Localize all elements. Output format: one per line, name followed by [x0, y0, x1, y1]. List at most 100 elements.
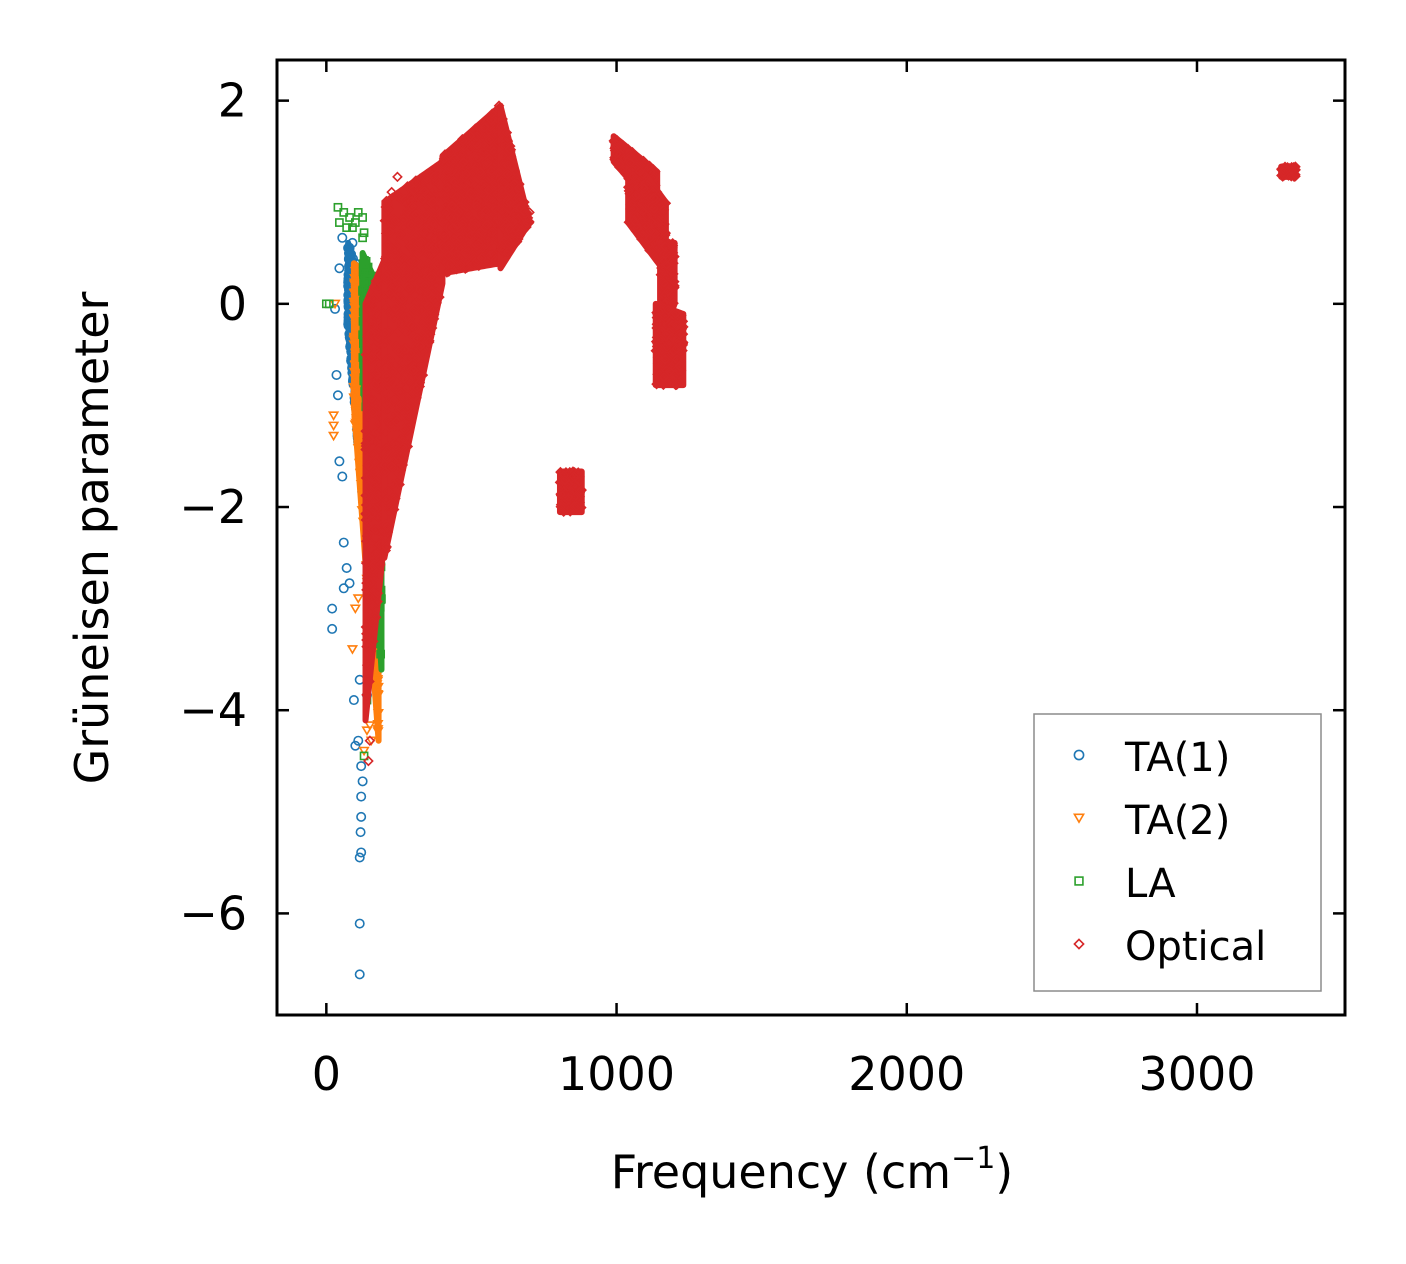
data-point: [652, 351, 664, 363]
data-point: [331, 369, 342, 380]
data-point: [399, 311, 411, 323]
data-point: [368, 449, 380, 460]
data-point: [344, 248, 355, 259]
data-point: [651, 378, 662, 390]
data-point: [483, 184, 494, 196]
data-point: [631, 211, 643, 223]
data-point: [573, 475, 585, 487]
data-point: [382, 406, 394, 417]
data-point: [623, 154, 635, 166]
data-point: [367, 636, 379, 647]
data-point: [470, 218, 482, 230]
data-point: [448, 230, 460, 242]
data-point: [414, 275, 425, 287]
data-point: [649, 217, 661, 229]
data-point: [443, 265, 455, 277]
data-point: [502, 246, 514, 258]
data-point: [644, 192, 656, 204]
legend-label: Optical: [1125, 924, 1266, 970]
data-point: [397, 293, 408, 305]
data-point: [382, 526, 394, 538]
data-point: [473, 238, 485, 249]
data-point: [386, 186, 397, 198]
data-point: [405, 255, 416, 267]
data-point: [627, 206, 638, 217]
data-point: [410, 177, 422, 189]
data-point: [430, 186, 442, 198]
data-point: [467, 222, 479, 234]
axis-ticks: 0 1000 2000 3000 2 0 −2 −4 −6: [179, 60, 1345, 1101]
data-point: [381, 195, 392, 207]
data-point: [350, 404, 362, 415]
legend-label: TA(2): [1124, 798, 1230, 844]
data-point: [644, 245, 655, 256]
data-point: [387, 366, 399, 377]
data-point: [404, 236, 415, 248]
legend-entry-ta-1: TA(1): [1073, 735, 1230, 781]
data-point: [391, 466, 403, 477]
data-point: [437, 237, 449, 249]
data-point: [360, 261, 370, 271]
legend-entry-ta-2: TA(2): [1073, 798, 1230, 844]
data-point: [639, 220, 651, 232]
data-point: [428, 293, 440, 305]
data-point: [441, 182, 453, 194]
data-point: [406, 320, 418, 332]
data-point: [478, 140, 490, 152]
data-point: [356, 791, 367, 802]
data-point: [365, 471, 376, 482]
data-point: [358, 746, 370, 757]
data-point: [372, 587, 384, 599]
data-point: [366, 392, 377, 404]
data-point: [360, 490, 372, 501]
data-point: [667, 237, 678, 249]
data-point: [390, 440, 402, 452]
data-point: [363, 755, 374, 767]
data-point: [666, 256, 678, 268]
data-point: [498, 236, 510, 248]
data-point: [475, 202, 487, 214]
data-point: [434, 274, 446, 286]
legend-marker: [1073, 938, 1085, 950]
data-point: [447, 222, 459, 234]
data-point: [674, 329, 685, 341]
data-point: [402, 181, 413, 192]
data-point: [414, 377, 426, 389]
data-point: [657, 221, 669, 233]
data-point: [408, 365, 420, 376]
data-point: [429, 178, 440, 189]
data-point: [423, 336, 435, 348]
data-point: [344, 578, 355, 589]
data-point: [327, 421, 340, 432]
data-point: [460, 248, 472, 259]
data-point: [369, 379, 381, 391]
data-point: [668, 276, 680, 288]
data-point: [630, 174, 641, 186]
data-point: [355, 827, 366, 838]
data-point: [363, 433, 375, 445]
data-point: [438, 215, 450, 227]
data-point: [360, 425, 372, 437]
data-point: [395, 400, 406, 411]
data-point: [456, 186, 467, 197]
data-point: [386, 461, 397, 472]
data-point: [402, 352, 414, 363]
data-point: [483, 153, 495, 164]
data-point: [366, 351, 378, 363]
data-point: [486, 165, 497, 176]
data-point: [389, 270, 401, 282]
data-point: [392, 171, 403, 183]
data-point: [468, 131, 480, 142]
data-point: [405, 191, 417, 203]
data-point: [352, 594, 364, 604]
data-point: [335, 218, 344, 227]
data-point: [389, 301, 401, 313]
data-point: [662, 304, 674, 316]
data-point: [350, 406, 362, 417]
data-point: [344, 252, 355, 263]
data-point: [454, 147, 466, 159]
data-point: [367, 406, 379, 418]
data-point: [393, 259, 404, 271]
data-point: [362, 330, 373, 342]
data-point: [390, 493, 401, 504]
